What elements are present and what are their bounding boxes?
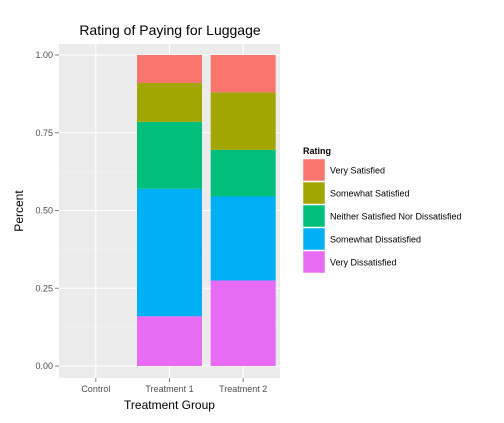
x-tick-label: Treatment 2	[219, 384, 267, 394]
legend-key	[302, 158, 326, 182]
bar-segment-very-dissatisfied	[137, 316, 202, 366]
chart-title: Rating of Paying for Luggage	[79, 22, 261, 38]
y-tick-label: 0.00	[35, 361, 53, 371]
y-tick-label: 0.25	[35, 283, 53, 293]
legend-label: Somewhat Satisfied	[330, 189, 410, 199]
x-tick-label: Control	[81, 384, 110, 394]
bar-segment-somewhat-satisfied	[137, 82, 202, 122]
x-axis-title: Treatment Group	[124, 398, 215, 412]
bar-segment-very-satisfied	[210, 55, 276, 93]
legend-label: Very Dissatisfied	[330, 258, 397, 268]
legend-label: Somewhat Dissatisfied	[330, 235, 421, 245]
x-tick-label: Treatment 1	[145, 384, 193, 394]
y-tick-label: 0.50	[35, 206, 53, 216]
legend-key	[302, 227, 326, 251]
legend: Rating Very Satisfied Somewhat Satisfied N…	[302, 146, 462, 274]
legend-key	[302, 204, 326, 228]
bar-segment-somewhat-satisfied	[210, 92, 276, 150]
bar-segment-very-dissatisfied	[210, 280, 276, 366]
bar-segment-very-satisfied	[137, 55, 202, 83]
legend-title: Rating	[303, 146, 331, 156]
bar-segment-somewhat-dissatisfied	[137, 188, 202, 317]
bar-segment-neither-satisfied-nor-dissatisfied	[137, 121, 202, 189]
legend-label: Very Satisfied	[330, 166, 385, 176]
legend-label: Neither Satisfied Nor Dissatisfied	[330, 212, 462, 222]
y-axis-title: Percent	[12, 190, 26, 232]
legend-key	[302, 250, 326, 274]
bar-segment-neither-satisfied-nor-dissatisfied	[210, 149, 276, 197]
y-axis: 0.00 0.25 0.50 0.75 1.00	[35, 50, 59, 371]
x-axis: Control Treatment 1 Treatment 2	[81, 378, 267, 394]
y-tick-label: 1.00	[35, 50, 53, 60]
legend-key	[302, 181, 326, 205]
bar-segment-somewhat-dissatisfied	[210, 196, 276, 281]
bars-group	[137, 55, 276, 366]
y-tick-label: 0.75	[35, 128, 53, 138]
